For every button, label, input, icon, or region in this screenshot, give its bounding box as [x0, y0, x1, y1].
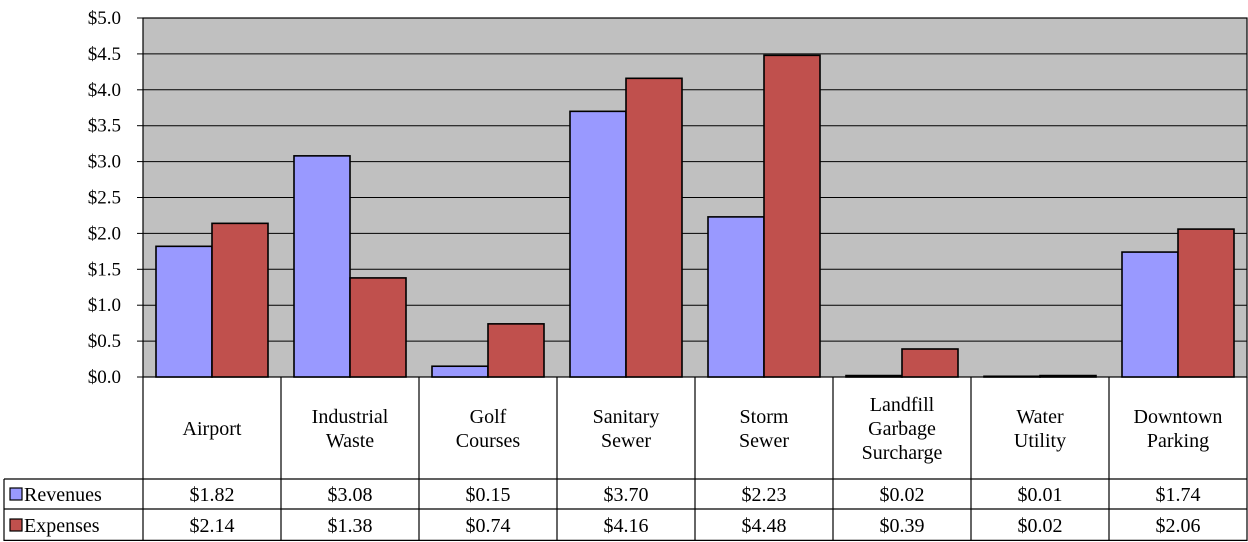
category-label: Sewer: [601, 430, 651, 452]
category-label: Golf: [470, 406, 507, 428]
category-label: Surcharge: [862, 442, 943, 464]
category-label: Parking: [1147, 430, 1209, 452]
bar-revenues-3: [569, 110, 627, 378]
bar-revenues-0: [155, 245, 213, 378]
data-label-expenses: $4.16: [604, 515, 649, 537]
y-tick-label: $5.0: [88, 8, 121, 29]
y-tick-label: $1.5: [88, 259, 121, 280]
bar-revenues-4: [707, 216, 765, 378]
data-label-revenues: $0.02: [880, 484, 925, 506]
bar-revenues-7: [1121, 251, 1179, 378]
bars: [155, 54, 1235, 378]
category-label: Downtown: [1134, 406, 1223, 428]
data-label-revenues: $2.23: [742, 484, 787, 506]
data-label-revenues: $1.82: [190, 484, 235, 506]
bar-expenses-6: [1039, 374, 1097, 378]
category-label: Waste: [326, 430, 374, 452]
data-label-revenues: $0.15: [466, 484, 511, 506]
category-label: Water: [1016, 406, 1064, 428]
bar-revenues-2: [431, 365, 489, 378]
bar-revenues-1: [293, 155, 351, 378]
data-label-expenses: $0.74: [466, 515, 511, 537]
y-tick-label: $4.0: [88, 80, 121, 101]
data-label-expenses: $0.02: [1018, 515, 1063, 537]
bar-expenses-3: [625, 77, 683, 378]
legend-key-expenses: [9, 518, 23, 532]
y-tick-label: $2.0: [88, 223, 121, 244]
legend-label-revenues: Revenues: [24, 484, 102, 506]
y-tick-label: $4.5: [88, 44, 121, 65]
y-tick-label: $0.5: [88, 331, 121, 352]
data-label-expenses: $4.48: [742, 515, 787, 537]
y-tick-label: $2.5: [88, 188, 121, 209]
data-label-expenses: $2.06: [1156, 515, 1201, 537]
bar-expenses-7: [1177, 228, 1235, 378]
bar-revenues-5: [845, 374, 903, 378]
category-label: Garbage: [868, 418, 936, 440]
data-label-expenses: $2.14: [190, 515, 235, 537]
bar-expenses-1: [349, 277, 407, 378]
data-label-expenses: $1.38: [328, 515, 373, 537]
legend-label-expenses: Expenses: [24, 515, 100, 537]
legend-key-revenues: [9, 487, 23, 501]
category-label: Industrial: [312, 406, 389, 428]
bar-expenses-2: [487, 323, 545, 378]
y-axis: $0.0 $0.5 $1.0 $1.5 $2.0 $2.5 $3.0 $3.5 $4.0 $4.5…: [88, 8, 143, 388]
category-label: Courses: [456, 430, 521, 452]
y-tick-label: $3.5: [88, 116, 121, 137]
bar-expenses-5: [901, 348, 959, 378]
category-label: Utility: [1014, 430, 1066, 452]
bar-expenses-0: [211, 222, 269, 378]
category-label: Landfill: [870, 394, 935, 416]
y-tick-label: $3.0: [88, 152, 121, 173]
data-label-revenues: $0.01: [1018, 484, 1063, 506]
bar-revenues-6: [983, 375, 1041, 378]
category-label: Storm: [740, 406, 789, 428]
category-label: Sanitary: [593, 406, 660, 428]
category-label: Sewer: [739, 430, 789, 452]
y-tick-label: $1.0: [88, 295, 121, 316]
y-tick-label: $0.0: [88, 367, 121, 388]
data-label-revenues: $1.74: [1156, 484, 1201, 506]
category-label: Airport: [183, 418, 242, 440]
data-label-expenses: $0.39: [880, 515, 925, 537]
data-label-revenues: $3.08: [328, 484, 373, 506]
data-label-revenues: $3.70: [604, 484, 649, 506]
bar-expenses-4: [763, 54, 821, 378]
